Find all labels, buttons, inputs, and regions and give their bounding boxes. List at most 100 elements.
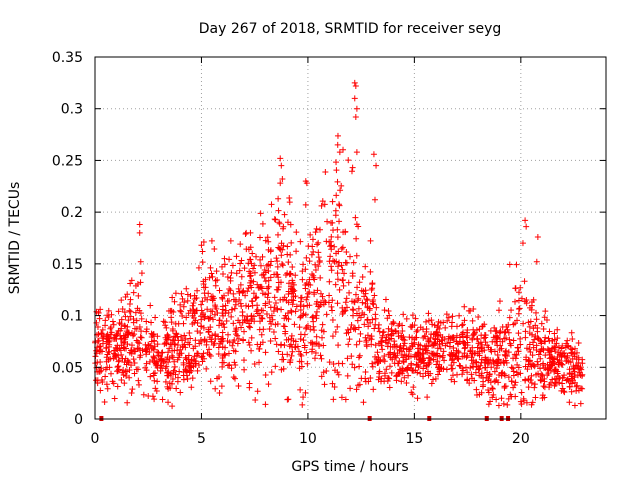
data-point (287, 271, 294, 278)
data-point (204, 306, 211, 313)
data-point (248, 277, 255, 284)
data-point (310, 323, 317, 330)
data-point (467, 347, 474, 354)
y-axis-label: SRMTID / TECUs (7, 182, 23, 295)
data-point (473, 392, 480, 399)
data-point (523, 223, 530, 230)
data-point (354, 284, 361, 291)
data-point (194, 287, 201, 294)
data-point (498, 372, 505, 379)
data-point (559, 361, 566, 368)
data-point (276, 220, 283, 227)
data-point (570, 365, 577, 372)
data-point (489, 385, 496, 392)
data-point (210, 316, 217, 323)
data-point (268, 201, 275, 208)
data-point (306, 276, 313, 283)
data-point (241, 328, 248, 335)
y-tick-label: 0.05 (52, 360, 83, 376)
data-point (228, 269, 235, 276)
data-point (231, 359, 238, 366)
data-point (334, 178, 341, 185)
data-point (199, 310, 206, 317)
data-point (495, 307, 502, 314)
data-point (282, 272, 289, 279)
data-point (391, 360, 398, 367)
data-point (569, 336, 576, 343)
data-point (542, 352, 549, 359)
data-point (154, 333, 161, 340)
data-point (485, 375, 492, 382)
data-point (546, 328, 553, 335)
data-point (194, 367, 201, 374)
data-point (277, 342, 284, 349)
data-point (236, 267, 243, 274)
data-point (541, 384, 548, 391)
data-point (334, 323, 341, 330)
data-point (569, 349, 576, 356)
data-point (340, 276, 347, 283)
data-point (551, 330, 558, 337)
data-point (530, 344, 537, 351)
data-point (104, 364, 111, 371)
data-point (578, 366, 585, 373)
data-point (344, 372, 351, 379)
data-point (207, 264, 214, 271)
data-point (261, 274, 268, 281)
data-point (295, 348, 302, 355)
data-point (174, 356, 181, 363)
data-point (443, 366, 450, 373)
data-point (297, 335, 304, 342)
data-point (234, 340, 241, 347)
data-point (135, 377, 142, 384)
data-point (353, 310, 360, 317)
data-point (422, 345, 429, 352)
data-point (216, 287, 223, 294)
data-point (574, 372, 581, 379)
data-point (233, 253, 240, 260)
data-point (354, 317, 361, 324)
data-point (424, 394, 431, 401)
data-point (99, 340, 106, 347)
data-point (147, 302, 154, 309)
data-point (242, 231, 249, 238)
data-point (499, 369, 506, 376)
data-point (164, 383, 171, 390)
data-point (139, 347, 146, 354)
data-point (275, 274, 282, 281)
data-point (556, 357, 563, 364)
data-point (372, 315, 379, 322)
data-point (449, 334, 456, 341)
data-point (475, 340, 482, 347)
data-point (130, 319, 137, 326)
data-point (191, 319, 198, 326)
data-point (470, 332, 477, 339)
data-point (126, 374, 133, 381)
data-point (268, 258, 275, 265)
data-point (376, 374, 383, 381)
data-point (317, 274, 324, 281)
data-point (219, 338, 226, 345)
data-point (528, 379, 535, 386)
data-point (103, 381, 110, 388)
data-point (320, 342, 327, 349)
data-point (257, 262, 264, 269)
data-point (263, 262, 270, 269)
data-point (569, 370, 576, 377)
data-point (107, 331, 114, 338)
data-point (333, 167, 340, 174)
data-point (507, 342, 514, 349)
data-point (348, 168, 355, 175)
data-point (489, 338, 496, 345)
data-point (132, 325, 139, 332)
data-point (469, 335, 476, 342)
data-point (122, 323, 129, 330)
data-point (353, 149, 360, 156)
data-point (118, 316, 125, 323)
data-point (493, 358, 500, 365)
data-point (301, 342, 308, 349)
data-point (425, 337, 432, 344)
data-point (239, 289, 246, 296)
data-point (505, 329, 512, 336)
data-point (93, 319, 100, 326)
